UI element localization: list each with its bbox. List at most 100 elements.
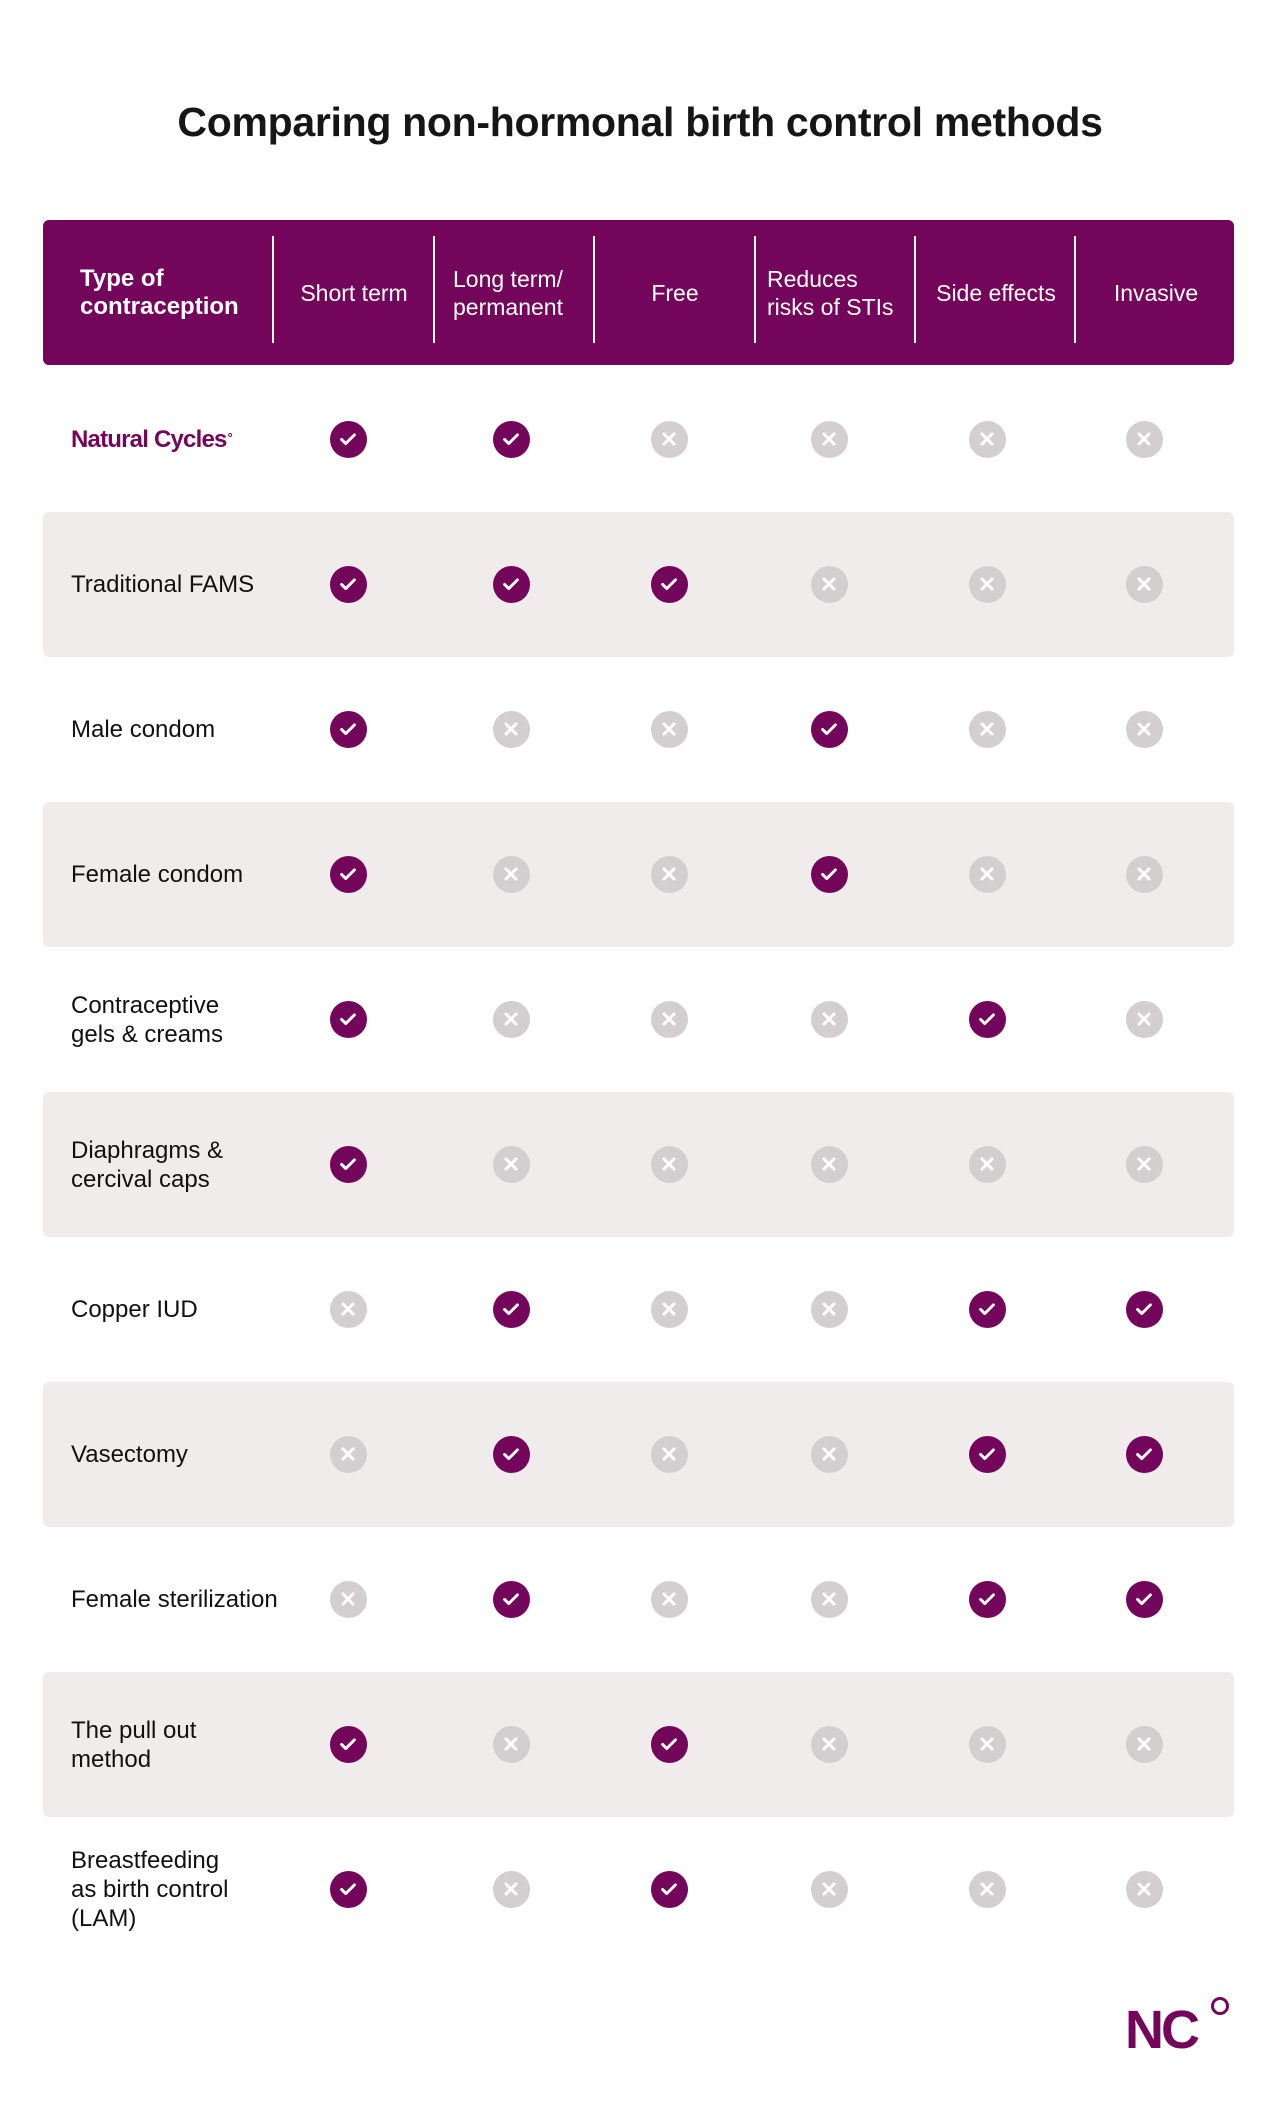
row-label-text: Female sterilization: [71, 1586, 278, 1613]
table-row: Natural Cycles °: [43, 367, 1234, 512]
row-label: Male condom: [71, 657, 301, 802]
check-circle-icon: [650, 565, 688, 603]
check-circle-icon: [329, 1725, 367, 1763]
row-label: Traditional FAMS: [71, 512, 301, 657]
x-circle-icon: [810, 1870, 848, 1908]
x-circle-icon: [968, 710, 1006, 748]
brand-degree-mark: °: [227, 430, 233, 445]
x-circle-icon: [492, 855, 530, 893]
row-label-text: Traditional FAMS: [71, 571, 255, 598]
check-circle-icon: [329, 855, 367, 893]
x-circle-icon: [1125, 565, 1163, 603]
x-circle-icon: [810, 1725, 848, 1763]
x-circle-icon: [650, 1290, 688, 1328]
header-label: Free: [651, 279, 699, 306]
table-row: Copper IUD: [43, 1237, 1234, 1382]
x-circle-icon: [650, 1000, 688, 1038]
table-row: Traditional FAMS: [43, 512, 1234, 657]
header-label: Type of contraception: [80, 264, 239, 320]
row-label: Female sterilization: [71, 1527, 301, 1672]
header-label: Invasive: [1113, 279, 1199, 306]
x-circle-icon: [810, 1290, 848, 1328]
x-circle-icon: [810, 1435, 848, 1473]
x-circle-icon: [968, 1725, 1006, 1763]
table-row: Male condom: [43, 657, 1234, 802]
check-circle-icon: [329, 1145, 367, 1183]
row-label: Contraceptive gels & creams: [71, 947, 301, 1092]
x-circle-icon: [1125, 710, 1163, 748]
page-title: Comparing non-hormonal birth control met…: [177, 99, 1103, 145]
row-label: The pull out method: [71, 1672, 301, 1817]
check-circle-icon: [329, 565, 367, 603]
row-label-text: The pull out method: [71, 1716, 197, 1773]
table-row: Breastfeeding as birth control (LAM): [43, 1817, 1234, 1962]
header-divider: [1074, 236, 1076, 343]
x-circle-icon: [492, 710, 530, 748]
table-row: Female condom: [43, 802, 1234, 947]
x-circle-icon: [968, 855, 1006, 893]
header-short-term: Short term: [274, 220, 434, 365]
header-divider: [272, 236, 274, 343]
table-row: Female sterilization: [43, 1527, 1234, 1672]
check-circle-icon: [968, 1290, 1006, 1328]
table-row: Contraceptive gels & creams: [43, 947, 1234, 1092]
header-side-effects: Side effects: [916, 220, 1076, 365]
x-circle-icon: [810, 1145, 848, 1183]
check-circle-icon: [968, 1435, 1006, 1473]
row-label: Copper IUD: [71, 1237, 301, 1382]
check-circle-icon: [968, 1000, 1006, 1038]
x-circle-icon: [1125, 855, 1163, 893]
row-label-text: Vasectomy: [71, 1441, 188, 1468]
check-circle-icon: [492, 420, 530, 458]
row-label-text: Diaphragms & cercival caps: [71, 1136, 224, 1193]
x-circle-icon: [650, 855, 688, 893]
check-circle-icon: [492, 565, 530, 603]
table-row: Diaphragms & cercival caps: [43, 1092, 1234, 1237]
x-circle-icon: [1125, 420, 1163, 458]
row-label-text: Breastfeeding as birth control (LAM): [71, 1847, 229, 1932]
check-circle-icon: [492, 1435, 530, 1473]
nc-logo: NC: [1125, 1997, 1229, 2057]
x-circle-icon: [810, 420, 848, 458]
x-circle-icon: [1125, 1000, 1163, 1038]
table-header: Type of contraception Short term Long te…: [43, 220, 1234, 365]
natural-cycles-brand-label: Natural Cycles °: [71, 367, 301, 512]
table-row: The pull out method: [43, 1672, 1234, 1817]
x-circle-icon: [650, 420, 688, 458]
row-label-text: Male condom: [71, 716, 216, 743]
x-circle-icon: [810, 1000, 848, 1038]
check-circle-icon: [650, 1870, 688, 1908]
check-circle-icon: [968, 1580, 1006, 1618]
header-type-of-contraception: Type of contraception: [80, 220, 310, 365]
header-free: Free: [595, 220, 755, 365]
header-reduces-stis: Reduces risks of STIs: [767, 220, 917, 365]
row-label-text: Copper IUD: [71, 1296, 198, 1323]
header-label: Side effects: [936, 279, 1056, 306]
table-row: Vasectomy: [43, 1382, 1234, 1527]
check-circle-icon: [1125, 1435, 1163, 1473]
x-circle-icon: [1125, 1145, 1163, 1183]
row-label: Vasectomy: [71, 1382, 301, 1527]
check-circle-icon: [492, 1580, 530, 1618]
x-circle-icon: [329, 1580, 367, 1618]
header-invasive: Invasive: [1076, 220, 1236, 365]
row-label: Diaphragms & cercival caps: [71, 1092, 301, 1237]
check-circle-icon: [329, 710, 367, 748]
header-label: Reduces risks of STIs: [767, 265, 894, 320]
logo-degree-mark-icon: [1211, 1997, 1229, 2015]
x-circle-icon: [329, 1290, 367, 1328]
header-divider: [593, 236, 595, 343]
x-circle-icon: [650, 710, 688, 748]
check-circle-icon: [492, 1290, 530, 1328]
row-label-text: Contraceptive gels & creams: [71, 991, 224, 1048]
x-circle-icon: [968, 1145, 1006, 1183]
header-divider: [914, 236, 916, 343]
row-label-text: Female condom: [71, 861, 244, 888]
check-circle-icon: [810, 710, 848, 748]
row-label: Female condom: [71, 802, 301, 947]
x-circle-icon: [650, 1435, 688, 1473]
header-label: Long term/ permanent: [453, 265, 563, 320]
check-circle-icon: [810, 855, 848, 893]
x-circle-icon: [1125, 1725, 1163, 1763]
check-circle-icon: [1125, 1290, 1163, 1328]
